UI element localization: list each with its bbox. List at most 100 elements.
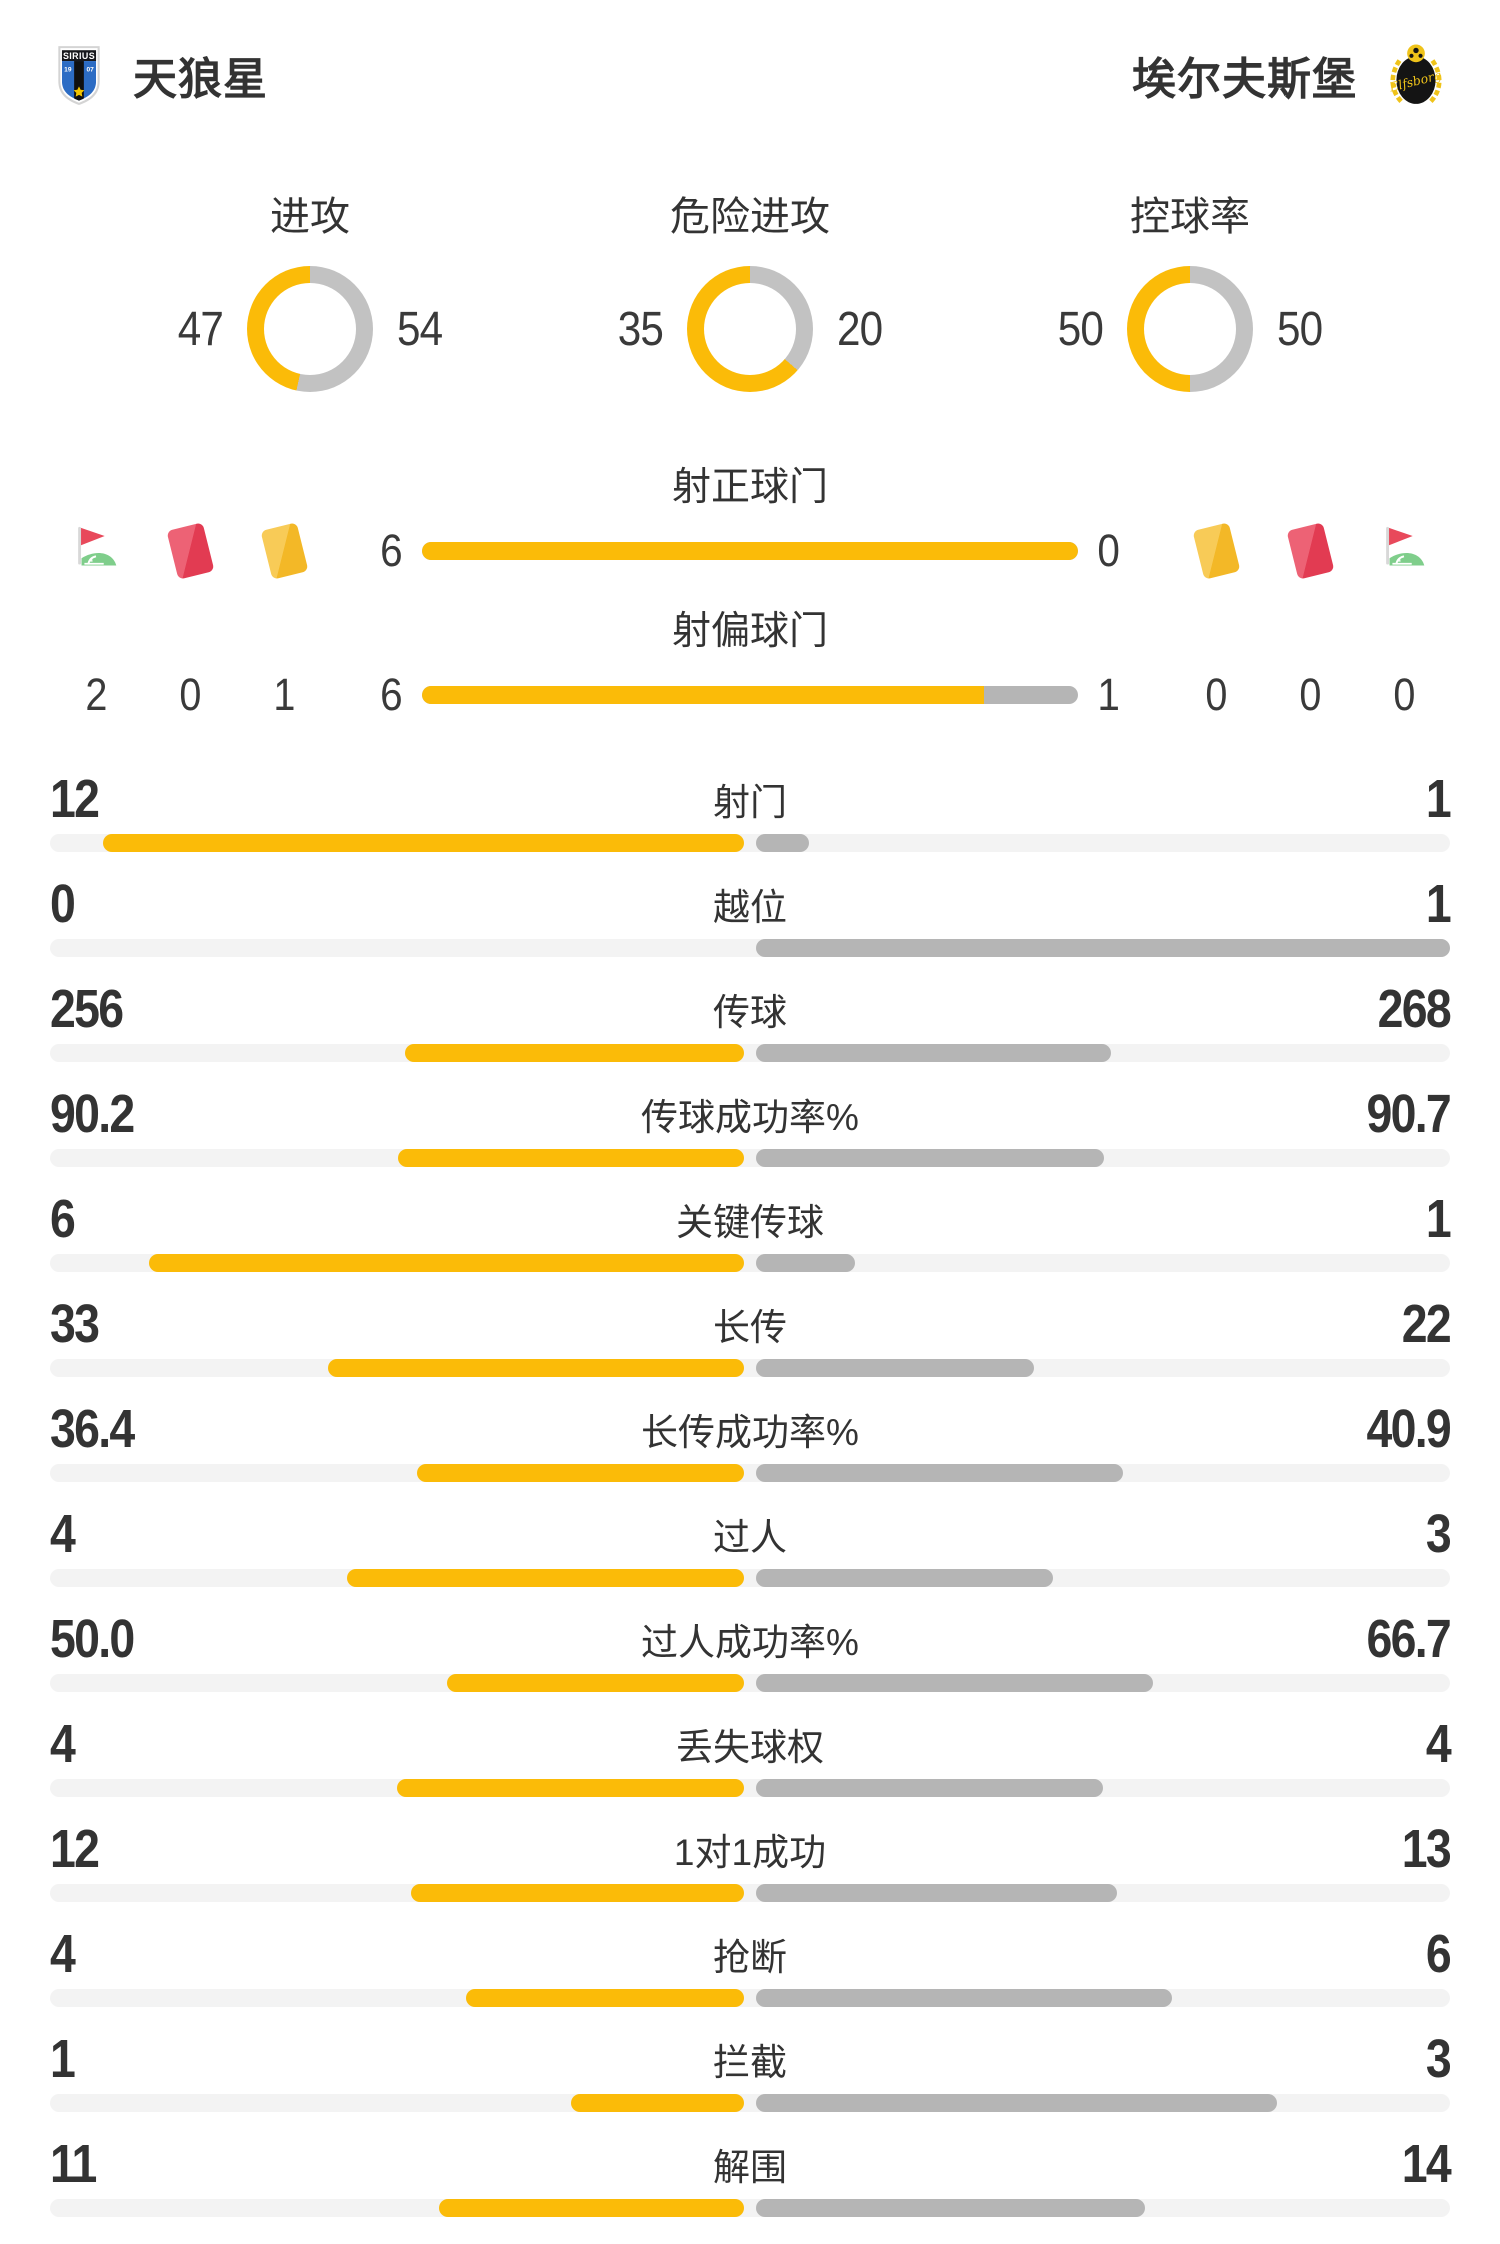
stat-label: 长传: [713, 1307, 787, 1348]
stat-label: 过人成功率%: [641, 1622, 859, 1663]
stat-home-value: 12: [50, 1819, 100, 1879]
away-bar: [756, 1149, 1104, 1167]
away-bar: [756, 1044, 1111, 1062]
stat-home-value: 4: [50, 1714, 76, 1774]
away-corners-count: 0: [1393, 669, 1415, 720]
donut-title: 控球率: [1130, 195, 1250, 239]
stat-label: 传球成功率%: [641, 1097, 859, 1138]
yellow-card-icon: [1192, 522, 1240, 580]
away-bar: [756, 1989, 1173, 2007]
stat-label: 过人: [713, 1517, 787, 1558]
stat-away-value: 13: [1401, 1819, 1452, 1879]
away-bar: [756, 939, 1450, 957]
home-bar: [446, 1674, 744, 1692]
stat-home-value: 90.2: [50, 1084, 135, 1144]
stat-away-value: 22: [1401, 1294, 1452, 1354]
shots-on-target-title: 射正球门: [671, 466, 828, 509]
shots-off-target-bar: [422, 686, 1078, 704]
elfsborg-crest-logo: Elfsborg: [1387, 44, 1443, 104]
stat-row-shots: 12 射门 1: [50, 768, 1452, 852]
stat-away-value: 14: [1401, 2134, 1452, 2194]
home-bar: [149, 1254, 744, 1272]
home-discipline-icons: [50, 522, 330, 580]
away-bar: [756, 1254, 856, 1272]
shots-off-target-row: 2 0 1 6 1 0 0 0: [0, 662, 1500, 728]
stat-row-pass-success: 90.2 传球成功率% 90.7: [50, 1083, 1452, 1167]
stat-bar-track: [50, 1989, 1450, 2007]
stat-bar-track: [50, 1149, 1450, 1167]
donut-home-value: 50: [1057, 302, 1104, 356]
svg-text:19: 19: [64, 66, 72, 73]
shots-off-target-home: 6: [380, 669, 403, 720]
home-red-cards-count: 0: [179, 669, 201, 720]
home-bar: [103, 834, 744, 852]
home-bar: [404, 1044, 744, 1062]
stat-row-possession-lost: 4 丢失球权 4: [50, 1713, 1452, 1797]
stat-bar-track: [50, 939, 1450, 957]
away-discipline-icons: [1170, 522, 1450, 580]
yellow-card-icon: [260, 522, 308, 580]
stat-label: 丢失球权: [676, 1727, 824, 1768]
stat-bar-track: [50, 1884, 1450, 1902]
possession-donut-chart: [1127, 266, 1253, 392]
shots-on-target-home-fill: [422, 542, 1078, 560]
stat-home-value: 12: [50, 769, 100, 829]
stat-home-value: 4: [50, 1924, 76, 1984]
stat-label: 射门: [713, 782, 787, 823]
stat-label: 关键传球: [676, 1202, 824, 1243]
stat-away-value: 3: [1425, 1504, 1452, 1564]
donut-group-attacks: 进攻 47 54: [90, 184, 530, 392]
home-bar: [417, 1464, 744, 1482]
corner-flag-icon: [1386, 526, 1425, 566]
stat-home-value: 256: [50, 979, 124, 1039]
stat-row-key-passes: 6 关键传球 1: [50, 1188, 1452, 1272]
stat-away-value: 3: [1425, 2029, 1452, 2089]
stat-away-value: 40.9: [1366, 1399, 1451, 1459]
stat-row-offsides: 0 越位 1: [50, 873, 1452, 957]
sirius-crest-logo: SIRIUS 19 07: [58, 46, 100, 105]
stat-away-value: 66.7: [1366, 1609, 1451, 1669]
shots-on-target-row: 6 0: [0, 518, 1500, 584]
home-bar: [410, 1884, 744, 1902]
stat-label: 长传成功率%: [641, 1412, 859, 1453]
away-bar: [756, 1464, 1124, 1482]
away-discipline-counts: 0 0 0: [1170, 669, 1450, 721]
stat-away-value: 268: [1377, 979, 1452, 1039]
shots-off-target-home-fill: [422, 686, 985, 704]
stat-row-long-ball-success: 36.4 长传成功率% 40.9: [50, 1398, 1452, 1482]
donut-charts-row: 进攻 47 54 危险进攻 35 20 控球率 50 50: [0, 184, 1500, 392]
home-yellow-cards-count: 1: [273, 669, 295, 720]
stat-home-value: 11: [50, 2134, 97, 2194]
corner-flag-icon: [78, 526, 117, 566]
shots-off-target-away: 1: [1097, 669, 1120, 720]
stat-row-clearances: 11 解围 14: [50, 2133, 1452, 2217]
stat-away-value: 1: [1425, 769, 1452, 829]
red-card-icon: [166, 522, 214, 580]
stat-bar-track: [50, 2094, 1450, 2112]
shots-on-target-bar: [422, 542, 1078, 560]
stat-row-passes: 256 传球 268: [50, 978, 1452, 1062]
home-bar: [397, 1149, 744, 1167]
donut-away-value: 20: [837, 302, 883, 356]
stat-row-interceptions: 1 拦截 3: [50, 2028, 1452, 2112]
away-bar: [756, 1779, 1103, 1797]
stat-row-tackles: 4 抢断 6: [50, 1923, 1452, 2007]
stat-home-value: 4: [50, 1504, 76, 1564]
stat-bar-track: [50, 1359, 1450, 1377]
red-card-icon: [1286, 522, 1334, 580]
stat-home-value: 33: [50, 1294, 100, 1354]
away-team: 埃尔夫斯堡 Elfsborg: [1132, 42, 1445, 108]
stat-away-value: 90.7: [1366, 1084, 1451, 1144]
away-bar: [756, 1674, 1153, 1692]
home-bar: [570, 2094, 744, 2112]
donut-away-value: 50: [1277, 302, 1323, 356]
away-bar: [756, 1884, 1117, 1902]
away-bar: [756, 2199, 1145, 2217]
stat-bar-track: [50, 1044, 1450, 1062]
away-bar: [756, 1359, 1034, 1377]
away-bar: [756, 834, 810, 852]
stat-bar-track: [50, 1674, 1450, 1692]
attacks-donut-chart: [247, 266, 373, 392]
home-bar: [438, 2199, 744, 2217]
